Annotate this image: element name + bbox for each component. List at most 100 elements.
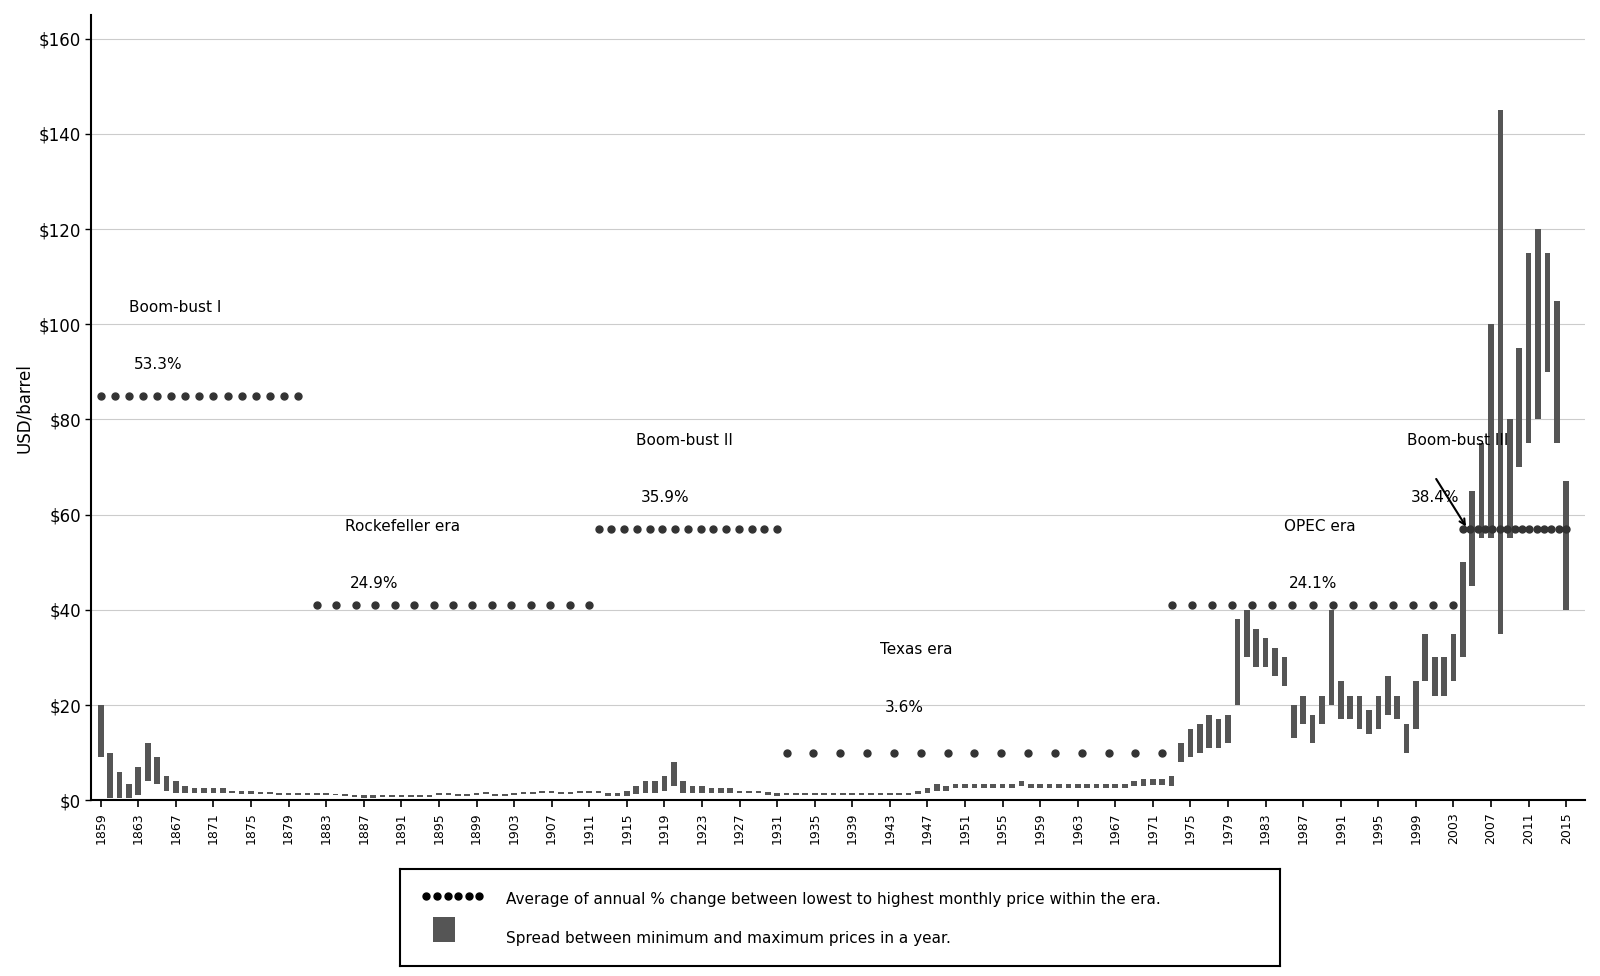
FancyArrow shape [1206, 714, 1213, 748]
FancyArrow shape [229, 791, 235, 793]
FancyArrow shape [568, 792, 573, 794]
FancyArrow shape [154, 757, 160, 784]
FancyArrow shape [1376, 696, 1381, 729]
FancyArrow shape [595, 791, 602, 793]
FancyArrow shape [670, 762, 677, 786]
Text: Rockefeller era: Rockefeller era [346, 518, 461, 534]
FancyArrow shape [1019, 781, 1024, 786]
FancyArrow shape [427, 795, 432, 796]
FancyArrow shape [1253, 629, 1259, 667]
FancyArrow shape [680, 781, 686, 793]
FancyArrow shape [653, 781, 658, 793]
FancyArrow shape [605, 793, 611, 795]
FancyArrow shape [418, 795, 422, 796]
FancyArrow shape [709, 789, 714, 793]
FancyArrow shape [258, 792, 264, 794]
FancyArrow shape [1461, 562, 1466, 658]
FancyArrow shape [1442, 658, 1446, 696]
FancyArrow shape [362, 795, 366, 797]
FancyArrow shape [558, 792, 563, 794]
FancyArrow shape [408, 795, 413, 796]
FancyArrow shape [736, 791, 742, 793]
FancyArrow shape [944, 786, 949, 791]
FancyArrow shape [850, 793, 854, 795]
FancyArrow shape [661, 776, 667, 791]
FancyArrow shape [859, 793, 864, 795]
FancyArrow shape [1085, 784, 1090, 789]
FancyArrow shape [304, 793, 310, 795]
FancyArrow shape [1318, 696, 1325, 724]
FancyArrow shape [811, 793, 818, 795]
FancyArrow shape [1216, 719, 1221, 748]
FancyArrow shape [1413, 681, 1419, 729]
FancyArrow shape [1027, 784, 1034, 789]
FancyArrow shape [990, 784, 995, 789]
FancyArrow shape [840, 793, 846, 795]
FancyArrow shape [1056, 784, 1062, 789]
FancyArrow shape [1310, 714, 1315, 743]
FancyArrow shape [1498, 110, 1504, 633]
FancyArrow shape [398, 795, 405, 796]
FancyArrow shape [314, 793, 320, 795]
FancyArrow shape [173, 781, 179, 793]
FancyArrow shape [1554, 301, 1560, 443]
FancyArrow shape [690, 786, 696, 793]
FancyArrow shape [886, 793, 893, 795]
FancyArrow shape [434, 917, 454, 942]
FancyArrow shape [493, 794, 498, 796]
Text: Spread between minimum and maximum prices in a year.: Spread between minimum and maximum price… [506, 931, 950, 947]
FancyArrow shape [728, 789, 733, 793]
FancyArrow shape [1037, 784, 1043, 789]
FancyArrow shape [1282, 658, 1288, 686]
FancyArrow shape [248, 791, 254, 794]
FancyArrow shape [1131, 781, 1138, 786]
FancyArrow shape [934, 784, 939, 791]
FancyArrow shape [1488, 324, 1494, 539]
FancyArrow shape [774, 793, 779, 796]
FancyArrow shape [277, 793, 282, 795]
FancyArrow shape [821, 793, 827, 795]
FancyArrow shape [1178, 743, 1184, 762]
FancyArrow shape [896, 793, 902, 795]
FancyArrow shape [483, 792, 488, 794]
FancyArrow shape [952, 784, 958, 789]
FancyArrow shape [464, 794, 470, 796]
Text: Average of annual % change between lowest to highest monthly price within the er: Average of annual % change between lowes… [506, 892, 1160, 908]
FancyArrow shape [1122, 784, 1128, 789]
FancyArrow shape [643, 781, 648, 793]
FancyArrow shape [981, 784, 987, 789]
FancyArrow shape [238, 791, 245, 794]
FancyArrow shape [1075, 784, 1080, 789]
FancyArrow shape [830, 793, 837, 795]
FancyArrow shape [971, 784, 978, 789]
FancyArrow shape [182, 786, 189, 793]
Text: 3.6%: 3.6% [885, 700, 925, 714]
FancyArrow shape [906, 793, 912, 795]
FancyArrow shape [1357, 696, 1362, 729]
FancyArrow shape [1338, 681, 1344, 719]
Text: Texas era: Texas era [880, 642, 954, 658]
FancyArrow shape [539, 791, 546, 793]
FancyArrow shape [221, 789, 226, 793]
FancyArrow shape [474, 793, 480, 795]
FancyArrow shape [389, 795, 395, 796]
FancyArrow shape [587, 791, 592, 793]
FancyArrow shape [634, 786, 638, 794]
FancyArrow shape [1386, 676, 1390, 714]
FancyArrow shape [549, 791, 555, 793]
FancyArrow shape [1197, 724, 1203, 752]
FancyArrow shape [718, 789, 723, 793]
FancyArrow shape [1243, 610, 1250, 658]
FancyArrow shape [1102, 784, 1109, 789]
FancyArrow shape [502, 794, 507, 796]
FancyArrow shape [1451, 633, 1456, 681]
FancyArrow shape [614, 793, 621, 795]
FancyArrow shape [136, 767, 141, 795]
FancyArrow shape [294, 793, 301, 795]
FancyArrow shape [1094, 784, 1099, 789]
FancyArrow shape [1366, 710, 1371, 734]
FancyArrow shape [352, 795, 357, 797]
FancyArrow shape [1141, 779, 1146, 786]
FancyArrow shape [624, 791, 630, 795]
Y-axis label: USD/barrel: USD/barrel [14, 363, 34, 453]
